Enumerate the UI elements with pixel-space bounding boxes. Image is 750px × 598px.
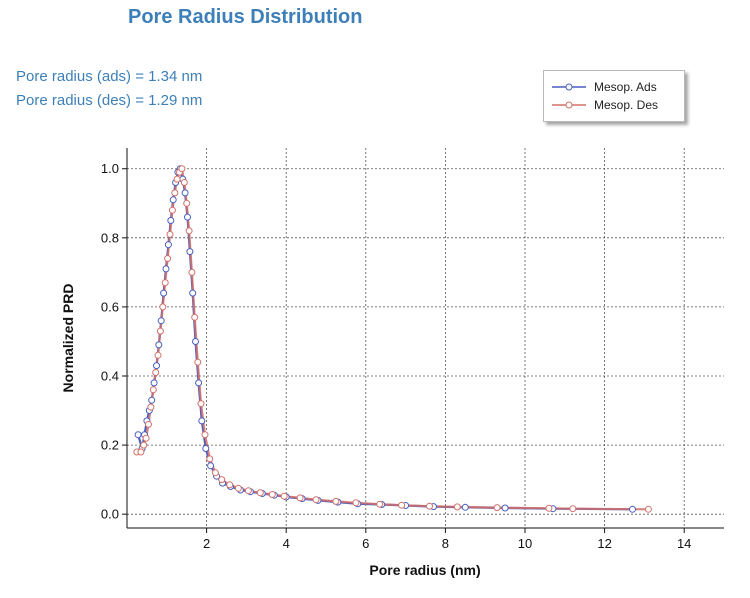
series-1-point-40 [376, 500, 384, 508]
series-1-point-11 [161, 279, 169, 287]
series-1-point-2 [140, 441, 148, 449]
series-0-point-9 [157, 317, 165, 325]
y-tick-label-1: 0.2 [101, 438, 119, 453]
series-1-point-29 [218, 476, 226, 484]
series-1-point-15 [171, 189, 179, 197]
series-1-point-1 [137, 448, 145, 456]
series-1-point-18 [178, 165, 186, 173]
series-0-point-44 [501, 504, 509, 512]
series-0-point-7 [153, 362, 160, 370]
y-tick-label-2: 0.4 [101, 369, 119, 384]
series-1-point-26 [201, 431, 209, 439]
series-0-point-11 [162, 265, 170, 273]
series-0-point-24 [195, 379, 203, 387]
series-0-point-27 [207, 462, 215, 470]
annotation-pore-radius-des: Pore radius (des) = 1.29 nm [16, 92, 203, 109]
series-1-point-16 [173, 175, 181, 183]
grid [127, 148, 724, 528]
x-tick-label-2: 6 [362, 536, 369, 551]
series-0-point-0 [134, 431, 142, 439]
series-1-point-5 [147, 403, 155, 411]
x-tick-label-6: 14 [677, 536, 691, 551]
series-1-point-39 [352, 499, 360, 507]
annotation-pore-radius-ads: Pore radius (ads) = 1.34 nm [16, 68, 203, 85]
series-1-point-33 [256, 489, 264, 497]
legend: Mesop. Ads Mesop. Des [543, 70, 685, 122]
series-1-point-9 [156, 327, 164, 335]
series-0-point-10 [160, 289, 168, 297]
x-tick-label-4: 10 [518, 536, 532, 551]
series-0-point-20 [184, 213, 191, 221]
series-0-point-25 [198, 417, 206, 425]
y-tick-label-5: 1.0 [101, 161, 119, 176]
series-0-point-21 [186, 248, 194, 256]
series-1-point-36 [296, 494, 304, 502]
x-tick-label-3: 8 [442, 536, 449, 551]
axes: 2 4 6 8 10 12 14 0.0 0.2 0.4 0.6 0.8 1.0 [101, 148, 724, 551]
series-layer [133, 165, 652, 513]
series-1-point-25 [197, 400, 205, 408]
series-1-point-13 [166, 230, 174, 238]
series-0-point-46 [629, 505, 636, 513]
x-axis-label: Pore radius (nm) [369, 562, 480, 578]
series-1-point-19 [180, 179, 188, 186]
series-0-point-13 [167, 217, 175, 224]
series-0-point-12 [164, 241, 172, 249]
legend-item-mesop-ads: Mesop. Ads [552, 79, 657, 95]
series-1-point-14 [168, 206, 176, 214]
y-tick-label-4: 0.8 [101, 230, 119, 245]
series-0-point-6 [150, 379, 158, 387]
series-0-point-26 [202, 445, 210, 452]
series-1-point-31 [234, 484, 242, 492]
y-tick-label-0: 0.0 [101, 507, 119, 522]
legend-label-des: Mesop. Des [594, 98, 659, 112]
series-1-point-27 [206, 455, 214, 463]
series-1-point-42 [426, 502, 433, 510]
series-1-point-32 [244, 487, 252, 495]
legend-label-ads: Mesop. Ads [594, 80, 657, 94]
x-tick-label-5: 12 [597, 536, 611, 551]
series-0-point-22 [189, 289, 197, 297]
legend-des-line-marker-icon [552, 101, 586, 109]
chart-title: Pore Radius Distribution [128, 6, 363, 28]
legend-ads-line-marker-icon [552, 83, 586, 91]
series-1-point-35 [280, 492, 288, 500]
series-1-point-24 [194, 358, 202, 366]
series-1-point-20 [183, 199, 191, 207]
x-tick-label-1: 4 [283, 536, 290, 551]
y-tick-label-3: 0.6 [101, 299, 119, 314]
series-0-point-5 [148, 396, 156, 404]
series-1-point-45 [545, 504, 553, 512]
series-1-point-10 [159, 303, 167, 311]
series-1-point-47 [644, 505, 652, 513]
series-1-point-37 [312, 496, 320, 504]
series-1-point-34 [268, 491, 276, 498]
series-1-point-44 [493, 504, 501, 512]
series-1-point-38 [332, 497, 340, 505]
series-0-point-23 [192, 338, 199, 345]
series-1-point-21 [185, 227, 193, 235]
series-0-point-14 [169, 196, 177, 204]
series-1-point-28 [211, 469, 219, 477]
series-1-point-8 [154, 351, 162, 359]
series-1-point-41 [398, 501, 406, 509]
series-1-point-23 [191, 313, 199, 321]
series-1-point-7 [152, 369, 160, 376]
series-1-point-6 [149, 386, 157, 394]
series-1-point-4 [145, 420, 152, 428]
series-0-point-8 [155, 341, 163, 349]
series-1-point-3 [142, 434, 150, 442]
series-0-point-43 [461, 503, 469, 511]
series-1-point-43 [453, 503, 461, 511]
legend-item-mesop-des: Mesop. Des [552, 97, 658, 113]
y-axis-label: Normalized PRD [60, 284, 76, 393]
series-0-point-19 [181, 189, 189, 197]
series-1-point-46 [569, 505, 577, 513]
series-1-point-12 [164, 255, 172, 262]
series-1-point-22 [188, 268, 196, 276]
series-1-point-30 [226, 481, 234, 489]
series-line-1 [136, 167, 649, 511]
x-tick-label-0: 2 [203, 536, 210, 551]
